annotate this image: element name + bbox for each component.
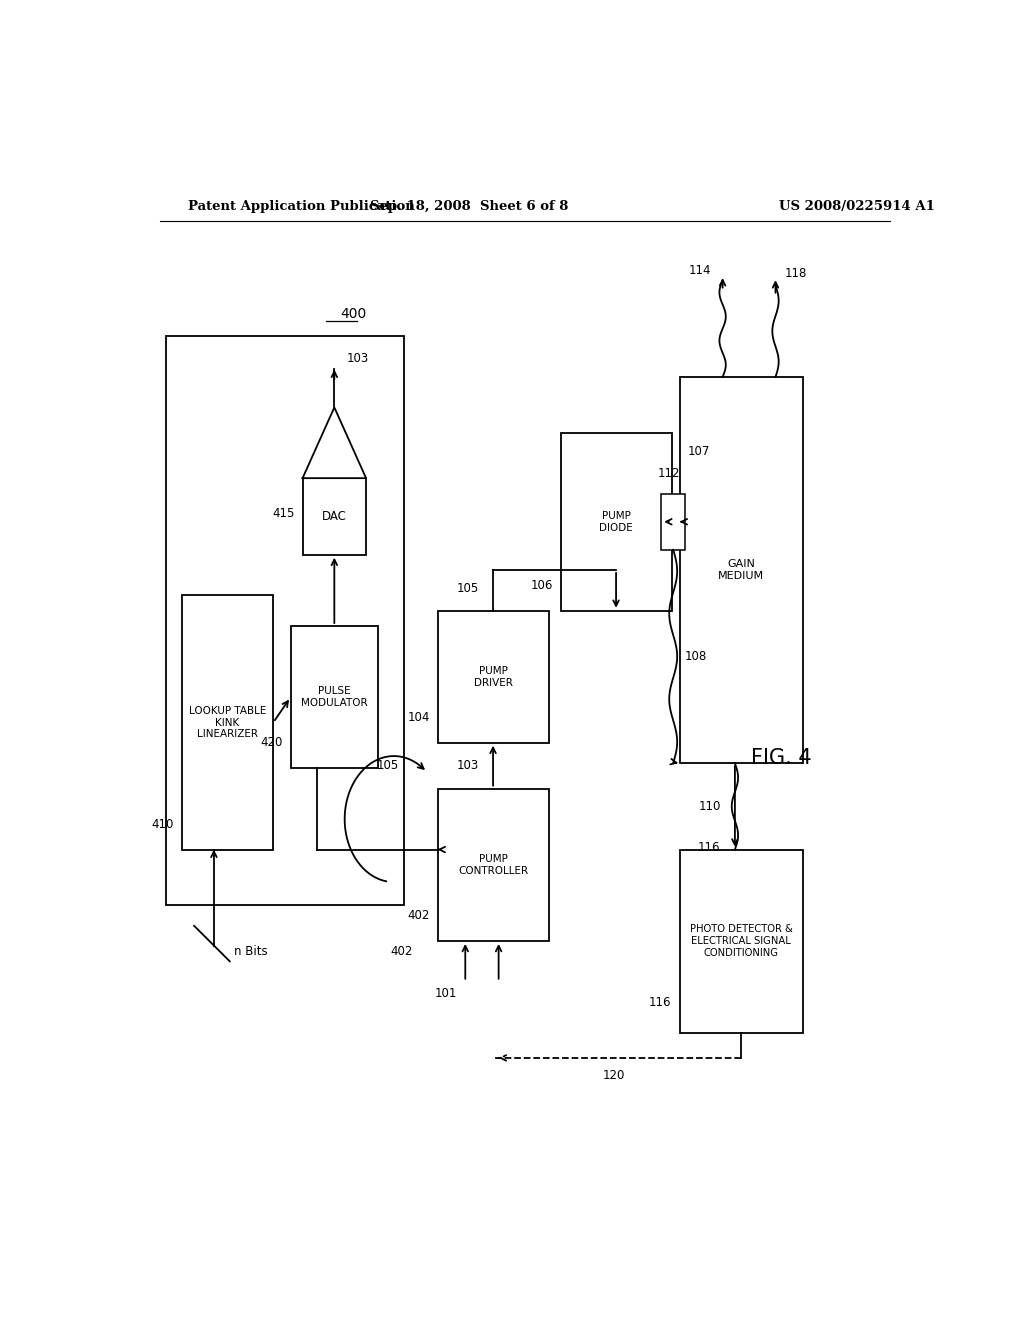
Text: FIG. 4: FIG. 4 (751, 748, 812, 768)
Text: 116: 116 (649, 995, 672, 1008)
Text: US 2008/0225914 A1: US 2008/0225914 A1 (778, 199, 935, 213)
Bar (437, 611, 549, 743)
Text: 114: 114 (688, 264, 711, 277)
Text: n Bits: n Bits (233, 945, 267, 958)
Bar (437, 788, 549, 941)
Text: PHOTO DETECTOR &
ELECTRICAL SIGNAL
CONDITIONING: PHOTO DETECTOR & ELECTRICAL SIGNAL CONDI… (689, 924, 793, 957)
Text: 105: 105 (457, 582, 479, 595)
Text: DAC: DAC (322, 510, 347, 523)
Text: 108: 108 (685, 649, 708, 663)
Text: Patent Application Publication: Patent Application Publication (187, 199, 415, 213)
Text: 120: 120 (603, 1069, 626, 1081)
Text: GAIN
MEDIUM: GAIN MEDIUM (718, 560, 764, 581)
Text: 101: 101 (435, 987, 458, 1001)
Polygon shape (303, 408, 367, 478)
Text: 420: 420 (260, 737, 283, 750)
Text: PUMP
DRIVER: PUMP DRIVER (474, 667, 512, 688)
Text: PUMP
CONTROLLER: PUMP CONTROLLER (458, 854, 528, 875)
Text: 106: 106 (530, 578, 553, 591)
Bar (182, 595, 273, 850)
Text: 116: 116 (698, 841, 721, 854)
Text: 112: 112 (657, 467, 680, 480)
Text: 103: 103 (346, 352, 369, 366)
Text: LOOKUP TABLE
KINK
LINEARIZER: LOOKUP TABLE KINK LINEARIZER (188, 706, 266, 739)
Text: 103: 103 (457, 759, 479, 772)
Text: 402: 402 (408, 909, 430, 923)
Bar (303, 478, 367, 554)
Text: 402: 402 (390, 945, 413, 958)
Text: 105: 105 (377, 759, 399, 772)
Bar (680, 850, 803, 1032)
Text: 118: 118 (785, 267, 807, 280)
Text: PULSE
MODULATOR: PULSE MODULATOR (301, 686, 368, 708)
Bar (166, 337, 404, 906)
Bar (560, 433, 672, 611)
Text: 104: 104 (408, 711, 430, 723)
Text: 110: 110 (698, 800, 721, 813)
Bar (680, 378, 803, 763)
Text: 400: 400 (340, 308, 367, 321)
Bar (662, 494, 685, 549)
Text: 107: 107 (687, 445, 710, 458)
Text: PUMP
DIODE: PUMP DIODE (599, 511, 633, 532)
Text: 410: 410 (152, 817, 174, 830)
Text: Sep. 18, 2008  Sheet 6 of 8: Sep. 18, 2008 Sheet 6 of 8 (370, 199, 568, 213)
Bar (291, 626, 378, 768)
Text: 415: 415 (272, 507, 295, 520)
